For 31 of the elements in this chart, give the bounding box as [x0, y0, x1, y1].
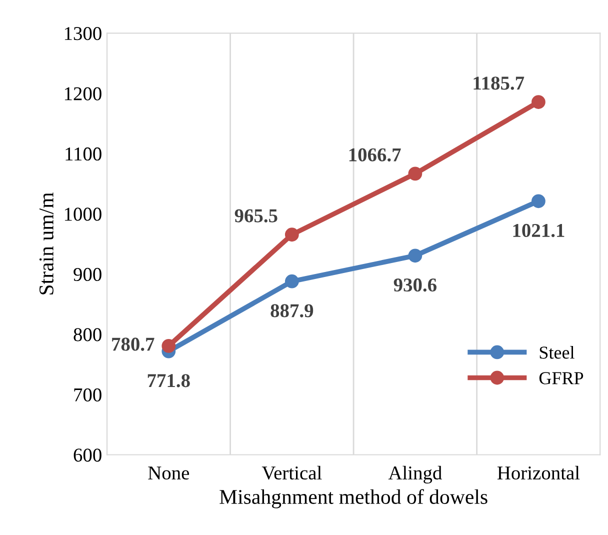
x-tick-label: Horizontal: [497, 466, 580, 480]
data-label: 1066.7: [349, 148, 401, 162]
data-label: 1185.7: [474, 76, 524, 90]
y-tick-label: 800: [74, 328, 102, 342]
legend-label: Steel: [540, 346, 574, 359]
y-tick-label: 900: [74, 268, 102, 282]
x-tick-label: None: [148, 466, 190, 480]
y-tick-label: 1200: [64, 87, 102, 100]
point: [284, 274, 299, 288]
data-label: 887.9: [270, 304, 314, 318]
y-tick-label: 1300: [64, 26, 102, 40]
point: [162, 338, 176, 353]
data-label: 965.5: [234, 209, 278, 222]
data-label: 780.7: [112, 338, 154, 351]
x-axis-title: Misahgnment method of dowels: [220, 489, 488, 508]
data-label: 1021.1: [513, 224, 564, 238]
point: [532, 194, 546, 208]
legend-label: GFRP: [539, 372, 584, 384]
y-axis-title: Strain um/m: [39, 192, 54, 294]
point: [408, 248, 422, 263]
y-tick-label: 600: [74, 448, 102, 462]
x-tick-label: Alingd: [388, 466, 442, 484]
data-label: 930.6: [394, 278, 436, 292]
point: [532, 95, 546, 109]
y-tick-label: 1100: [66, 147, 102, 161]
point: [284, 228, 299, 242]
x-tick-label: Vertical: [262, 466, 322, 480]
y-tick-label: 700: [74, 388, 102, 402]
y-tick-label: 1000: [64, 208, 102, 221]
point: [408, 166, 422, 181]
data-label: 771.8: [148, 374, 190, 388]
